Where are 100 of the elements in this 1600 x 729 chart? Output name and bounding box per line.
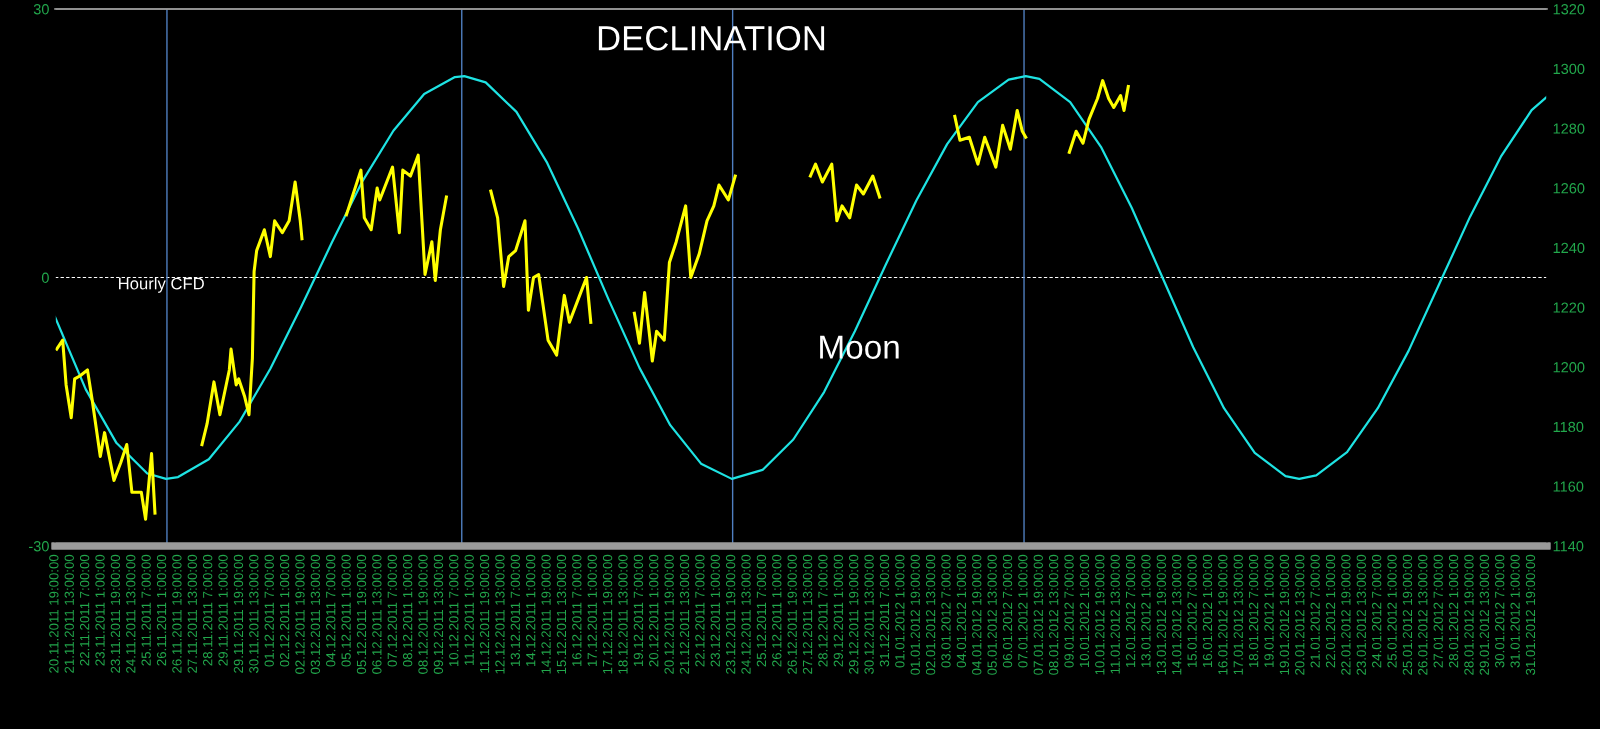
x-tick-label: 14.12.2011 1:00:00 — [526, 554, 536, 667]
x-tick-label: 29.01.2012 13:00:00 — [1479, 554, 1490, 675]
x-tick-label: 22.01.2012 1:00:00 — [1325, 554, 1336, 668]
x-tick-label: 23.12.2011 1:00:00 — [710, 554, 720, 667]
x-tick-label: 14.01.2012 13:00:00 — [1172, 554, 1182, 675]
x-tick-label: 21.11.2011 13:00:00 — [64, 554, 74, 673]
y2-tick-label: 1240 — [1553, 242, 1585, 254]
y2-tick-label: 1140 — [1553, 541, 1584, 552]
x-tick-label: 15.01.2012 7:00:00 — [1187, 554, 1197, 668]
x-tick-label: 02.12.2011 19:00:00 — [295, 554, 305, 674]
line-series — [55, 75, 1547, 480]
x-tick-label: 24.11.2011 13:00:00 — [126, 554, 136, 673]
y-tick-label: 30 — [33, 4, 49, 15]
x-tick-label: 28.01.2012 1:00:00 — [1448, 554, 1459, 668]
x-tick-label: 15.12.2011 13:00:00 — [556, 554, 567, 674]
x-tick-label: 13.12.2011 7:00:00 — [510, 554, 520, 667]
y2-tick-label: 1160 — [1553, 481, 1584, 492]
x-tick-label: 13.01.2012 1:00:00 — [1141, 554, 1151, 668]
x-tick-label: 17.12.2011 19:00:00 — [602, 554, 613, 674]
x-tick-label: 16.01.2012 1:00:00 — [1202, 554, 1213, 668]
x-tick-label: 07.01.2012 19:00:00 — [1033, 554, 1043, 675]
x-tick-label: 08.01.2012 13:00:00 — [1048, 554, 1059, 675]
x-tick-label: 01.01.2012 1:00:00 — [895, 554, 905, 668]
x-tick-label: 09.01.2012 7:00:00 — [1064, 554, 1074, 668]
x-tick-label: 11.12.2011 1:00:00 — [464, 554, 474, 666]
x-tick-label: 26.11.2011 19:00:00 — [172, 554, 182, 673]
x-tick-label: 28.01.2012 19:00:00 — [1464, 554, 1474, 675]
x-tick-label: 23.12.2011 19:00:00 — [725, 554, 736, 674]
x-tick-label: 28.11.2011 7:00:00 — [203, 554, 213, 666]
x-tick-label: 08.12.2011 19:00:00 — [418, 554, 428, 674]
y2-tick-label: 1260 — [1553, 183, 1585, 194]
x-tick-label: 26.11.2011 1:00:00 — [156, 554, 167, 666]
x-tick-label: 20.12.2011 1:00:00 — [649, 554, 659, 667]
x-tick-label: 31.01.2012 1:00:00 — [1510, 554, 1520, 668]
x-tick-label: 02.12.2011 1:00:00 — [279, 554, 290, 667]
x-tick-label: 22.11.2011 7:00:00 — [79, 554, 90, 666]
y2-tick-label: 1300 — [1553, 63, 1585, 75]
x-tick-label: 01.01.2012 19:00:00 — [910, 554, 920, 675]
x-tick-label: 27.01.2012 7:00:00 — [1433, 554, 1443, 668]
x-tick-label: 30.12.2011 13:00:00 — [864, 554, 874, 674]
y-tick-label: -30 — [29, 541, 49, 552]
x-tick-label: 08.12.2011 1:00:00 — [402, 554, 413, 667]
x-tick-label: 29.11.2011 19:00:00 — [233, 554, 244, 673]
x-tick-label: 18.01.2012 7:00:00 — [1248, 554, 1259, 668]
x-tick-label: 23.01.2012 13:00:00 — [1356, 554, 1366, 675]
x-tick-label: 25.01.2012 1:00:00 — [1387, 554, 1397, 668]
x-tick-label: 28.12.2011 7:00:00 — [818, 554, 828, 667]
x-tick-label: 21.12.2011 13:00:00 — [679, 554, 690, 674]
x-tick-label: 06.01.2012 7:00:00 — [1002, 554, 1013, 668]
x-tick-label: 19.01.2012 19:00:00 — [1279, 554, 1290, 675]
x-tick-label: 03.01.2012 7:00:00 — [941, 554, 951, 668]
x-tick-label: 10.01.2012 19:00:00 — [1095, 554, 1105, 675]
x-tick-label: 01.12.2011 7:00:00 — [264, 554, 274, 667]
y2-tick-label: 1280 — [1553, 123, 1585, 134]
x-tick-label: 25.11.2011 7:00:00 — [141, 554, 151, 666]
x-tick-label: 05.01.2012 13:00:00 — [987, 554, 997, 675]
x-tick-label: 12.12.2011 13:00:00 — [495, 554, 505, 674]
x-tick-label: 19.12.2011 7:00:00 — [633, 554, 644, 667]
y2-tick-label: 1320 — [1553, 4, 1585, 15]
x-tick-label: 31.01.2012 19:00:00 — [1525, 554, 1536, 675]
x-tick-label: 20.12.2011 19:00:00 — [664, 554, 674, 674]
x-tick-label: 07.12.2011 7:00:00 — [387, 554, 397, 667]
x-tick-label: 17.01.2012 13:00:00 — [1233, 554, 1243, 675]
x-tick-label: 24.01.2012 7:00:00 — [1372, 554, 1382, 668]
x-tick-label: 24.12.2011 13:00:00 — [741, 554, 751, 674]
x-tick-label: 04.12.2011 7:00:00 — [326, 554, 336, 667]
x-tick-label: 09.12.2011 13:00:00 — [433, 554, 444, 674]
y2-tick-label: 1180 — [1553, 421, 1584, 433]
x-tick-label: 04.01.2012 1:00:00 — [956, 554, 967, 668]
x-tick-label: 18.12.2011 13:00:00 — [618, 554, 628, 674]
x-tick-label: 31.12.2011 7:00:00 — [879, 554, 890, 667]
y2-tick-label: 1220 — [1553, 302, 1585, 313]
x-tick-label: 05.12.2011 1:00:00 — [341, 554, 351, 667]
x-tick-label: 23.11.2011 19:00:00 — [110, 554, 121, 673]
y2-tick-label: 1200 — [1553, 362, 1585, 373]
x-tick-label: 06.12.2011 13:00:00 — [372, 554, 382, 674]
x-tick-label: 02.01.2012 13:00:00 — [925, 554, 936, 675]
x-tick-label: 07.01.2012 1:00:00 — [1018, 554, 1028, 668]
x-tick-label: 26.12.2011 1:00:00 — [772, 554, 782, 667]
x-tick-label: 27.11.2011 13:00:00 — [187, 554, 197, 673]
x-tick-label: 25.12.2011 7:00:00 — [756, 554, 767, 667]
x-tick-label: 27.12.2011 13:00:00 — [802, 554, 813, 674]
x-tick-label: 23.11.2011 1:00:00 — [95, 554, 105, 666]
x-tick-label: 13.01.2012 19:00:00 — [1156, 554, 1167, 675]
x-tick-label: 30.11.2011 13:00:00 — [249, 554, 259, 673]
x-tick-label: 29.11.2011 1:00:00 — [218, 554, 228, 666]
x-tick-label: 11.01.2012 13:00:00 — [1110, 554, 1120, 674]
x-tick-label: 26.01.2012 13:00:00 — [1418, 554, 1428, 675]
x-tick-label: 20.01.2012 13:00:00 — [1295, 554, 1305, 675]
x-tick-label: 16.01.2012 19:00:00 — [1218, 554, 1228, 675]
y-tick-label: 0 — [41, 272, 49, 283]
x-tick-label: 03.12.2011 13:00:00 — [310, 554, 321, 674]
x-tick-label: 10.01.2012 1:00:00 — [1079, 554, 1090, 668]
x-tick-label: 25.01.2012 19:00:00 — [1402, 554, 1413, 675]
x-tick-label: 12.01.2012 7:00:00 — [1125, 554, 1136, 668]
x-tick-label: 20.11.2011 19:00:00 — [49, 554, 59, 673]
x-tick-label: 04.01.2012 19:00:00 — [972, 554, 982, 675]
x-tick-label: 29.12.2011 1:00:00 — [833, 554, 843, 667]
x-tick-label: 17.12.2011 1:00:00 — [587, 554, 597, 667]
x-tick-label: 05.12.2011 19:00:00 — [356, 554, 367, 674]
